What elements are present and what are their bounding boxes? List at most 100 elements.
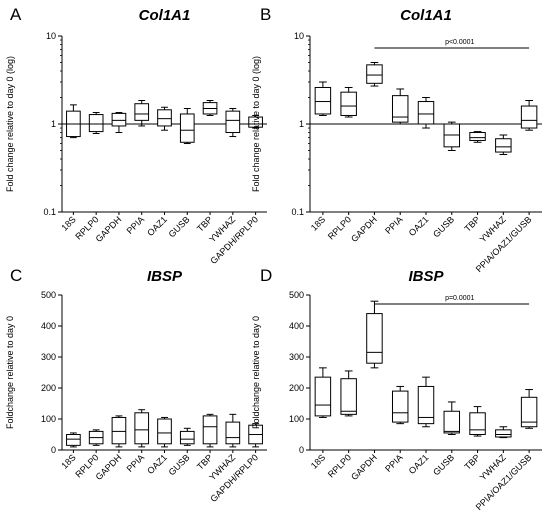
box-iqr [88, 114, 104, 133]
chart-title: IBSP [147, 268, 183, 285]
category-label: 18S [309, 214, 327, 232]
box-ppia [134, 409, 150, 448]
box-oaz1 [417, 376, 435, 428]
category-label: OAZ1 [145, 214, 169, 238]
chart-title: Col1A1 [139, 7, 191, 24]
box-iqr [179, 430, 195, 445]
box-iqr [469, 132, 486, 141]
category-label: OAZ1 [407, 214, 431, 238]
panel-letter: A [10, 5, 22, 24]
panel-letter: C [10, 266, 22, 285]
y-tick-label: 500 [41, 290, 56, 300]
box-iqr [179, 113, 195, 143]
y-tick-label: 0.1 [291, 207, 304, 217]
box-iqr [314, 86, 332, 115]
box-oaz1 [157, 106, 172, 131]
box-ywhaz [225, 413, 241, 448]
category-label: TBP [195, 214, 214, 233]
y-tick-label: 1 [299, 119, 304, 129]
category-label: GAPDH [349, 452, 379, 482]
box-iqr [520, 396, 538, 428]
category-label: PPIA [383, 452, 405, 474]
y-tick-label: 100 [289, 414, 304, 424]
box-iqr [391, 390, 409, 423]
box-tbp [469, 131, 486, 143]
box-iqr [134, 412, 150, 445]
box-iqr [157, 418, 172, 445]
box-gusb [443, 121, 461, 151]
chart-title: IBSP [408, 268, 444, 285]
box-gapdh [366, 300, 383, 369]
box-18s [314, 367, 332, 418]
box-iqr [417, 385, 435, 425]
box-gusb [179, 427, 195, 446]
category-label: GUSB [167, 214, 192, 239]
box-gusb [443, 401, 461, 435]
y-tick-label: 1 [51, 119, 56, 129]
y-tick-label: 200 [289, 383, 304, 393]
box-iqr [495, 138, 512, 153]
box-ppia [391, 88, 409, 125]
box-ywhaz [495, 134, 512, 156]
box-rplp0 [340, 86, 357, 118]
box-iqr [340, 91, 357, 116]
box-iqr [443, 410, 461, 434]
panel-a: A Col1A1 0.1 1 10 Fold change relative to day… [5, 5, 267, 266]
box-gapdh-rplp0 [248, 114, 263, 129]
box-iqr [520, 105, 538, 129]
chart-title: Col1A1 [400, 7, 452, 24]
box-18s [66, 104, 81, 139]
box-iqr [469, 412, 486, 435]
box-iqr [417, 101, 435, 125]
category-label: PPIA [125, 452, 147, 474]
box-iqr [134, 103, 150, 121]
box-ywhaz [225, 108, 241, 138]
box-ppia [134, 99, 150, 127]
box-oaz1 [417, 97, 435, 129]
box-iqr [366, 64, 383, 84]
box-oaz1 [157, 416, 172, 448]
y-tick-label: 0.1 [43, 207, 56, 217]
category-label: TBP [463, 452, 482, 471]
box-ywhaz [495, 426, 512, 439]
category-label: GAPDH [94, 452, 124, 482]
y-tick-label: 0 [51, 445, 56, 455]
box-tbp [469, 406, 486, 437]
box-iqr [111, 416, 127, 445]
panel-b: B Col1A1 0.1 1 10 Fold change relative to day… [251, 5, 542, 274]
box-iqr [225, 110, 241, 134]
box-gapdh-rplp0 [248, 423, 263, 448]
y-tick-label: 300 [41, 352, 56, 362]
category-label: 18S [309, 452, 327, 470]
category-label: 18S [59, 214, 77, 232]
box-tbp [202, 413, 218, 448]
box-gapdh [111, 112, 127, 134]
category-label: GUSB [431, 452, 456, 477]
category-label: GUSB [431, 214, 456, 239]
category-label: OAZ1 [407, 452, 431, 476]
box-iqr [202, 415, 218, 445]
box-ppia [391, 385, 409, 425]
box-iqr [391, 95, 409, 123]
box-iqr [314, 376, 332, 417]
box-tbp [202, 99, 218, 116]
category-label: TBP [463, 214, 482, 233]
p-value-label: p=0.0001 [445, 295, 474, 302]
y-tick-label: 10 [294, 31, 304, 41]
y-tick-label: 100 [41, 414, 56, 424]
box-rplp0 [340, 370, 357, 417]
category-label: PPIA [383, 214, 405, 236]
box-iqr [111, 112, 127, 127]
box-iqr [66, 434, 81, 446]
category-label: GAPDH [349, 214, 379, 244]
y-tick-label: 0 [299, 445, 304, 455]
box-rplp0 [88, 112, 104, 134]
category-label: OAZ1 [145, 452, 169, 476]
box-iqr [248, 116, 263, 128]
box-iqr [495, 429, 512, 438]
box-rplp0 [88, 429, 104, 446]
category-label: GUSB [167, 452, 192, 477]
y-axis-label: Fold change relative to day 0 (log) [251, 56, 261, 192]
y-tick-label: 200 [41, 383, 56, 393]
box-18s [66, 432, 81, 448]
